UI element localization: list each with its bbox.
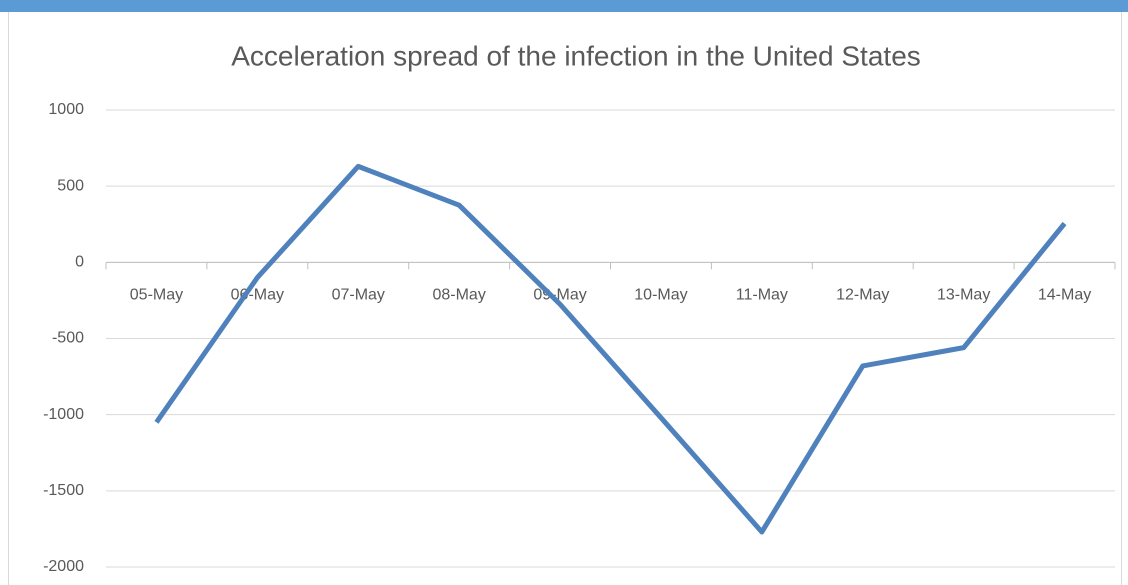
data-line — [154, 163, 1067, 535]
x-tick-label: 14-May — [1038, 287, 1091, 304]
x-tick-label: 12-May — [836, 287, 889, 304]
chart-title: Acceleration spread of the infection in … — [231, 40, 921, 71]
header-band — [0, 0, 1128, 12]
y-tick-label: -2000 — [43, 558, 84, 575]
y-tick-label: 0 — [75, 254, 84, 271]
y-tick-label: -1500 — [43, 482, 84, 499]
x-tick-label: 08-May — [432, 287, 485, 304]
x-tick-label: 11-May — [736, 287, 788, 304]
x-tick-label: 13-May — [937, 287, 990, 304]
y-tick-label: -500 — [52, 330, 84, 347]
y-tick-label: -1000 — [43, 406, 84, 423]
x-tick-label: 07-May — [332, 287, 385, 304]
y-tick-label: 500 — [57, 177, 84, 194]
x-tick-label: 10-May — [634, 287, 687, 304]
y-tick-label: 1000 — [48, 101, 84, 118]
x-tick-label: 05-May — [130, 287, 183, 304]
